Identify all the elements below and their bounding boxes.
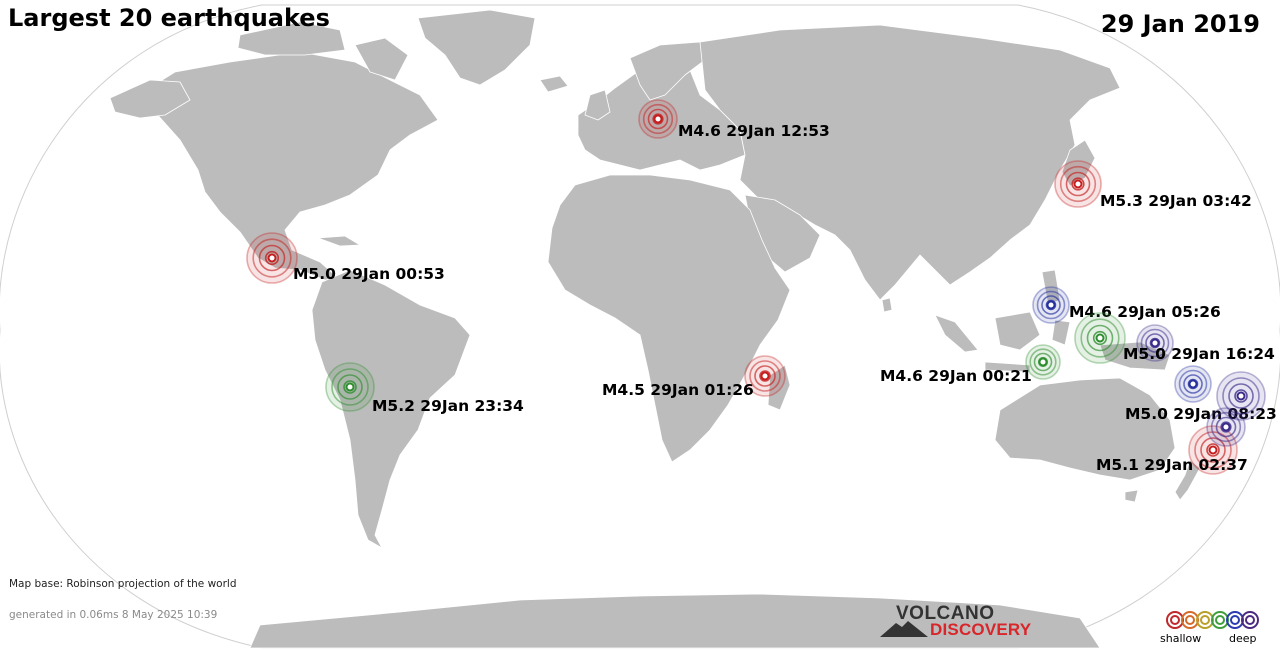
- quake-label: M4.6 29Jan 12:53: [678, 122, 830, 140]
- legend-swatch: [1215, 615, 1225, 625]
- land-canadian-arctic: [237, 21, 346, 56]
- quake-marker[interactable]: [1136, 324, 1174, 362]
- depth-legend: shallow deep: [1160, 608, 1270, 648]
- land-sumatra: [934, 314, 979, 353]
- map-date: 29 Jan 2019: [1100, 10, 1260, 38]
- generated-note: generated in 0.06ms 8 May 2025 10:39: [9, 609, 218, 621]
- legend-swatch: [1200, 615, 1210, 625]
- legend-deep-label: deep: [1229, 632, 1257, 645]
- quake-marker[interactable]: [1216, 371, 1266, 421]
- land-madagascar: [767, 364, 791, 411]
- land-baffin: [354, 37, 409, 81]
- quake-label: M4.6 29Jan 00:21: [880, 367, 1032, 385]
- land-tasmania: [1124, 489, 1139, 503]
- quake-label: M5.0 29Jan 16:24: [1123, 345, 1275, 363]
- map-title: Largest 20 earthquakes: [8, 4, 330, 32]
- legend-swatch: [1211, 611, 1229, 629]
- quake-layer: M4.6 29Jan 12:53 M5.3 29Jan 03:42 M5.0 29J…: [246, 99, 1277, 475]
- quake-marker[interactable]: [1188, 425, 1238, 475]
- legend-swatch: [1170, 615, 1180, 625]
- land-new-guinea: [1099, 341, 1171, 371]
- quake-label: M4.5 29Jan 01:26: [602, 381, 754, 399]
- land-british-isles: [584, 89, 611, 121]
- land-africa: [547, 174, 791, 463]
- legend-shallow-label: shallow: [1160, 632, 1202, 645]
- quake-marker[interactable]: [1206, 407, 1246, 447]
- legend-swatch: [1196, 611, 1214, 629]
- quake-marker[interactable]: [325, 362, 375, 412]
- depth-legend-swatches: [1166, 611, 1259, 629]
- quake-marker[interactable]: [1074, 312, 1126, 364]
- land-cuba: [317, 235, 361, 247]
- quake-marker[interactable]: [638, 99, 678, 139]
- legend-swatch: [1166, 611, 1184, 629]
- quake-marker[interactable]: [1174, 365, 1212, 403]
- land-south-america: [311, 269, 471, 549]
- logo-word-volcano: VOLCANO: [896, 603, 995, 624]
- land-asia: [699, 24, 1121, 301]
- volcano-discovery-logo[interactable]: VOLCANO DISCOVERY: [880, 603, 1040, 643]
- legend-swatch: [1245, 615, 1255, 625]
- quake-marker[interactable]: [1032, 286, 1070, 324]
- legend-swatch: [1185, 615, 1195, 625]
- land-sri-lanka: [881, 297, 893, 313]
- land-sulawesi: [1051, 319, 1071, 346]
- quake-label: M5.3 29Jan 03:42: [1100, 192, 1252, 210]
- land-australia: [994, 377, 1176, 481]
- quake-marker[interactable]: [1025, 344, 1061, 380]
- map-credit: Map base: Robinson projection of the wor…: [9, 578, 237, 590]
- land-java: [984, 361, 1031, 373]
- volcano-icon: [880, 621, 928, 637]
- legend-swatch: [1241, 611, 1259, 629]
- quake-label: M5.1 29Jan 02:37: [1096, 456, 1248, 474]
- land-borneo: [994, 311, 1041, 351]
- land-iceland: [539, 75, 569, 93]
- legend-swatch: [1230, 615, 1240, 625]
- land-scandinavia: [629, 41, 706, 101]
- logo-word-discovery: DISCOVERY: [930, 620, 1032, 639]
- land-philippines: [1041, 269, 1061, 306]
- legend-swatch: [1226, 611, 1244, 629]
- quake-label: M5.0 29Jan 08:23: [1125, 405, 1277, 423]
- legend-swatch: [1181, 611, 1199, 629]
- quake-marker[interactable]: [1054, 160, 1102, 208]
- land-greenland: [417, 9, 536, 86]
- quake-label: M5.0 29Jan 00:53: [293, 265, 445, 283]
- quake-label: M4.6 29Jan 05:26: [1069, 303, 1221, 321]
- quake-label: M5.2 29Jan 23:34: [372, 397, 524, 415]
- land-alaska: [109, 79, 191, 119]
- land-new-zealand: [1174, 459, 1201, 501]
- quake-marker[interactable]: [744, 355, 786, 397]
- quake-marker[interactable]: [246, 232, 298, 284]
